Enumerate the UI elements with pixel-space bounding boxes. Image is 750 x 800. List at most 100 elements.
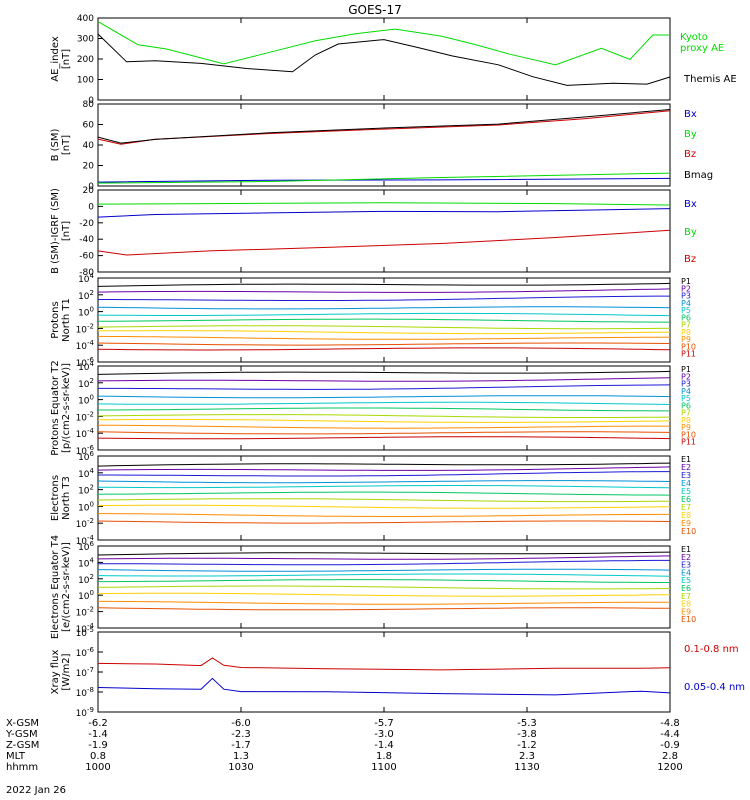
- flux-line-e4: [97, 568, 671, 572]
- flux-line-p4: [97, 395, 671, 399]
- series-line-kyoto-proxy-ae: [97, 21, 670, 66]
- footer-value: -3.0: [374, 729, 394, 740]
- legend-e5: E5: [681, 487, 691, 496]
- legend-e6: E6: [681, 584, 691, 593]
- series-line-themis-ae: [97, 33, 671, 86]
- flux-line-e1: [97, 462, 671, 467]
- y-tick-label: 10-4: [76, 339, 95, 352]
- footer-value: -5.3: [517, 718, 537, 729]
- y-tick-label: -20: [79, 219, 94, 229]
- footer-value: -6.2: [88, 718, 108, 729]
- y-tick-label: 20: [83, 186, 95, 196]
- legend-p10: P10: [681, 430, 696, 439]
- legend-e5: E5: [681, 576, 691, 585]
- footer-value: -1.2: [517, 740, 537, 751]
- flux-line-e6: [98, 579, 670, 583]
- legend-kyoto-line2: proxy AE: [680, 43, 724, 54]
- legend-e10: E10: [681, 615, 696, 624]
- legend-e8: E8: [681, 600, 691, 609]
- y-axis-label-ae-units: [nT]: [61, 49, 72, 69]
- chart-title: GOES-17: [348, 3, 402, 17]
- legend-e1: E1: [681, 455, 691, 464]
- y-tick-label: 100: [78, 394, 94, 407]
- legend-e3: E3: [681, 471, 691, 480]
- flux-line-p11: [97, 436, 671, 440]
- legend-e7: E7: [681, 592, 691, 601]
- y-tick-label: 104: [78, 360, 94, 373]
- legend-p4: P4: [681, 387, 691, 396]
- legend-p1: P1: [681, 365, 691, 374]
- y-tick-label: 10-9: [76, 706, 94, 719]
- footer-value: -1.7: [231, 740, 251, 751]
- footer-value: -1.9: [88, 740, 108, 751]
- series-line-bz: [97, 110, 671, 145]
- legend-p11: P11: [681, 350, 696, 359]
- y-axis-label-xray: Xray flux: [50, 650, 61, 695]
- footer-value: -0.9: [660, 740, 680, 751]
- flux-line-p10: [97, 431, 671, 435]
- legend-p1: P1: [681, 277, 691, 286]
- footer-value: 2.3: [519, 751, 535, 762]
- legend-p11: P11: [681, 438, 696, 447]
- footer-value: -3.8: [517, 729, 537, 740]
- flux-line-e9: [98, 600, 670, 605]
- footer-value: 1.3: [233, 751, 249, 762]
- legend-e4: E4: [681, 568, 691, 577]
- legend-p10: P10: [681, 342, 696, 351]
- legend-e1: E1: [681, 545, 691, 554]
- legend-e7: E7: [681, 503, 691, 512]
- y-tick-label: 0: [88, 202, 94, 212]
- footer-value: 1030: [228, 762, 253, 773]
- y-tick-label: 104: [78, 467, 94, 480]
- date-label: 2022 Jan 26: [6, 785, 66, 796]
- footer-row-label: MLT: [6, 751, 26, 762]
- legend-p6: P6: [681, 313, 691, 322]
- footer-value: 1130: [514, 762, 539, 773]
- flux-line-e8: [97, 592, 671, 597]
- y-tick-label: 0: [88, 182, 94, 192]
- y-tick-label: -80: [79, 268, 94, 278]
- flux-line-p2: [97, 288, 671, 293]
- y-tick-label: 10-6: [76, 444, 95, 457]
- flux-line-e8: [97, 504, 671, 509]
- flux-line-p8: [97, 419, 671, 423]
- y-axis-label-bigrf: B (SM)-IGRF (SM): [50, 188, 61, 274]
- footer-value: -1.4: [374, 740, 394, 751]
- legend-e9: E9: [681, 607, 691, 616]
- y-axis-label-protons_t1: Protons: [50, 301, 61, 338]
- legend-p8: P8: [681, 416, 691, 425]
- footer-value: -6.0: [231, 718, 251, 729]
- series-line-bmag: [97, 109, 671, 144]
- flux-line-p3: [98, 295, 670, 301]
- legend-e2: E2: [681, 463, 691, 472]
- flux-line-e4: [97, 480, 671, 484]
- y-tick-label: 102: [78, 573, 94, 586]
- flux-line-p2: [97, 377, 671, 382]
- legend-e4: E4: [681, 479, 691, 488]
- y-tick-label: 10-2: [76, 517, 94, 530]
- panel-frame-1: [97, 103, 671, 187]
- footer-row-label: hhmm: [6, 762, 38, 773]
- series-line-bz: [97, 229, 671, 256]
- legend-e3: E3: [681, 561, 691, 570]
- flux-line-p3: [98, 384, 671, 390]
- legend-p7: P7: [681, 321, 691, 330]
- footer-row-label: Z-GSM: [6, 740, 39, 751]
- flux-line-e10: [97, 520, 671, 524]
- y-tick-label: 10-6: [76, 646, 95, 659]
- legend-bx: Bx: [684, 109, 697, 120]
- y-tick-label: 10-2: [76, 606, 94, 619]
- y-tick-label: 10-4: [76, 427, 95, 440]
- legend-e10: E10: [681, 527, 696, 536]
- footer-value: 0.8: [90, 751, 106, 762]
- y-axis-label-protons_t2-units: [p/(cm2-s-sr-keV)]: [61, 363, 72, 453]
- series-line-by: [97, 172, 671, 184]
- y-tick-label: 102: [78, 289, 94, 302]
- panel-frame-7: [97, 631, 671, 713]
- legend-p8: P8: [681, 328, 691, 337]
- flux-line-e2: [97, 466, 671, 471]
- y-axis-label-bsm-units: [nT]: [61, 135, 72, 155]
- y-tick-label: 10-2: [76, 322, 94, 335]
- y-tick-label: 10-4: [76, 622, 95, 635]
